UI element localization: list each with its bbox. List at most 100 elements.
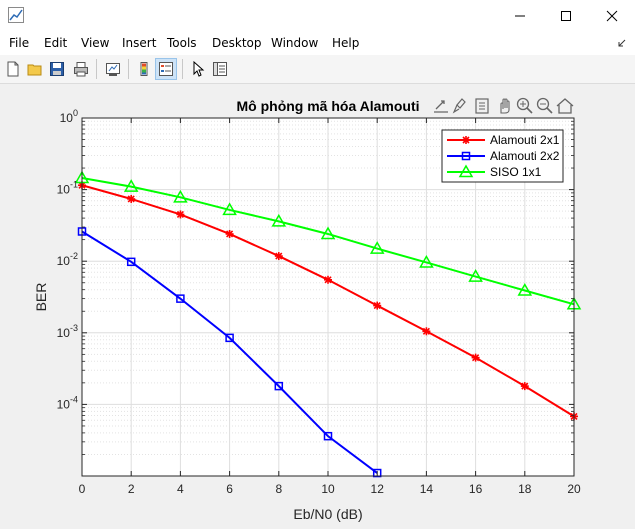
data-point bbox=[369, 241, 385, 254]
close-icon bbox=[606, 10, 618, 21]
x-tick-label: 20 bbox=[567, 482, 581, 496]
y-tick-labels: 100 10-1 10-2 10-3 10-4 bbox=[57, 108, 78, 411]
menu-view[interactable]: View bbox=[81, 36, 110, 50]
y-tick-label: 100 bbox=[60, 108, 78, 125]
data-point bbox=[468, 269, 483, 282]
data-point bbox=[126, 257, 136, 267]
data-point bbox=[324, 275, 332, 284]
chart-title: Mô phỏng mã hóa Alamouti bbox=[236, 98, 419, 114]
home-icon[interactable] bbox=[556, 98, 574, 114]
legend-label: Alamouti 2x1 bbox=[490, 133, 560, 147]
data-point bbox=[520, 382, 529, 391]
save-icon bbox=[50, 62, 64, 76]
legend-entry: Alamouti 2x2 bbox=[447, 149, 560, 163]
x-tick-label: 10 bbox=[321, 482, 335, 496]
print-icon bbox=[74, 62, 88, 77]
data-point bbox=[372, 468, 382, 478]
data-point bbox=[422, 327, 431, 336]
edit-plot-button[interactable] bbox=[187, 58, 209, 80]
dock-arrow-icon[interactable] bbox=[617, 38, 627, 51]
data-point bbox=[517, 282, 533, 296]
x-tick-labels: 0 2 4 6 8 10 12 14 16 18 20 bbox=[79, 482, 581, 496]
x-axis-label: Eb/N0 (dB) bbox=[293, 506, 362, 522]
legend[interactable]: Alamouti 2x1 Alamouti 2x2 SISO 1x1 bbox=[441, 129, 564, 183]
y-tick-label: 10-2 bbox=[57, 251, 78, 268]
matlab-figure-icon bbox=[8, 7, 24, 23]
menu-help[interactable]: Help bbox=[332, 36, 360, 50]
series-line bbox=[81, 177, 575, 306]
data-point bbox=[373, 301, 382, 310]
data-point bbox=[173, 189, 188, 203]
data-point bbox=[127, 194, 136, 203]
menu-edit[interactable]: Edit bbox=[44, 36, 68, 50]
data-point bbox=[271, 213, 287, 227]
link-plot-icon bbox=[106, 63, 120, 76]
data-point bbox=[274, 252, 283, 261]
data-tips-icon[interactable] bbox=[475, 98, 489, 114]
y-tick-label: 10-1 bbox=[57, 180, 78, 197]
link-plot-button[interactable] bbox=[102, 58, 124, 80]
legend-label: SISO 1x1 bbox=[490, 165, 542, 179]
property-inspector-icon bbox=[213, 62, 227, 76]
maximize-button[interactable] bbox=[543, 0, 589, 31]
minimize-button[interactable] bbox=[497, 0, 543, 31]
open-file-icon bbox=[27, 64, 42, 76]
data-point bbox=[225, 333, 234, 343]
data-point bbox=[222, 202, 237, 216]
maximize-icon bbox=[561, 10, 571, 21]
series-line bbox=[81, 230, 378, 474]
data-point bbox=[176, 294, 185, 303]
export-icon[interactable] bbox=[434, 100, 448, 113]
edit-plot-icon bbox=[193, 61, 205, 77]
menu-desktop[interactable]: Desktop bbox=[212, 36, 262, 50]
y-axis-label: BER bbox=[33, 283, 49, 312]
x-tick-label: 6 bbox=[226, 482, 233, 496]
data-point bbox=[320, 226, 336, 240]
x-tick-label: 18 bbox=[518, 482, 532, 496]
legend-entry: Alamouti 2x1 bbox=[447, 133, 560, 147]
zoom-out-icon[interactable] bbox=[536, 97, 553, 114]
x-tick-label: 4 bbox=[177, 482, 184, 496]
legend-marker bbox=[462, 136, 470, 144]
data-point bbox=[176, 210, 185, 219]
brush-icon[interactable] bbox=[452, 98, 466, 114]
menu-file[interactable]: File bbox=[9, 36, 30, 50]
axes-toolbar bbox=[434, 97, 574, 114]
major-grid bbox=[81, 117, 575, 476]
insert-legend-button[interactable] bbox=[155, 58, 177, 80]
insert-colorbar-button[interactable] bbox=[133, 58, 155, 80]
menu-bar: File Edit View Insert Tools Desktop Wind… bbox=[0, 31, 635, 55]
menu-tools[interactable]: Tools bbox=[167, 36, 197, 50]
y-tick-label: 10-3 bbox=[57, 323, 78, 340]
data-point bbox=[419, 254, 434, 268]
save-button[interactable] bbox=[46, 58, 68, 80]
data-point bbox=[225, 229, 234, 238]
insert-legend-icon bbox=[159, 62, 173, 76]
zoom-in-icon[interactable] bbox=[516, 97, 533, 114]
x-tick-label: 14 bbox=[420, 482, 434, 496]
minimize-icon bbox=[515, 15, 525, 16]
new-figure-icon bbox=[7, 61, 19, 77]
legend-label: Alamouti 2x2 bbox=[490, 149, 560, 163]
x-tick-label: 16 bbox=[469, 482, 483, 496]
print-button[interactable] bbox=[70, 58, 92, 80]
data-point bbox=[323, 431, 333, 441]
open-file-button[interactable] bbox=[24, 58, 46, 80]
menu-insert[interactable]: Insert bbox=[122, 36, 157, 50]
pan-icon[interactable] bbox=[500, 98, 510, 114]
insert-colorbar-icon bbox=[140, 62, 148, 76]
legend-marker bbox=[458, 164, 474, 178]
figure-toolbar bbox=[0, 55, 635, 84]
data-point bbox=[274, 381, 284, 391]
y-tick-label: 10-4 bbox=[57, 394, 78, 411]
x-tick-label: 8 bbox=[275, 482, 282, 496]
x-tick-label: 12 bbox=[371, 482, 385, 496]
new-figure-button[interactable] bbox=[2, 58, 24, 80]
close-button[interactable] bbox=[589, 0, 635, 31]
legend-entry: SISO 1x1 bbox=[447, 164, 542, 179]
x-tick-label: 0 bbox=[79, 482, 86, 496]
menu-window[interactable]: Window bbox=[271, 36, 319, 50]
title-bar bbox=[0, 0, 635, 31]
property-inspector-button[interactable] bbox=[209, 58, 231, 80]
